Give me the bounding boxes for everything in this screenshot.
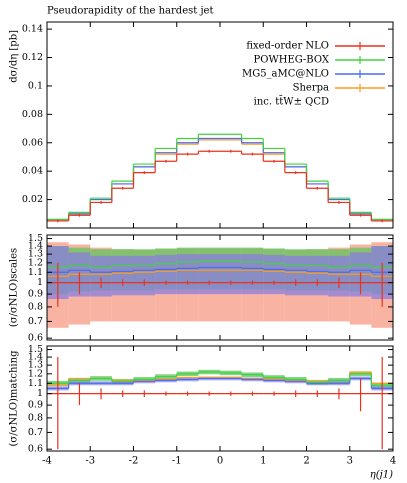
band	[328, 255, 350, 297]
x-axis-label: η(j1)	[370, 470, 393, 481]
legend-label: MG5_aMC@NLO	[242, 69, 329, 80]
y-tick-label: 0.6	[28, 333, 43, 344]
x-tick-label: -1	[172, 456, 182, 467]
y-tick-label: 0.9	[28, 400, 43, 411]
y-tick-label: 0.08	[22, 109, 43, 120]
y-tick-label: 0.7	[28, 427, 43, 438]
x-tick-label: -2	[129, 456, 139, 467]
y-tick-label: 0.1	[28, 80, 43, 91]
y-tick-label: 0.8	[28, 301, 43, 312]
y-tick-label: 1.3	[28, 249, 43, 260]
frame	[46, 345, 394, 452]
band	[133, 255, 156, 296]
chart-title: Pseudorapidity of the hardest jet	[47, 6, 213, 17]
x-tick-label: 4	[390, 456, 396, 467]
legend-label: POWHEG-BOX	[254, 55, 330, 66]
y-tick-label: 1.4	[28, 352, 43, 363]
legend-note: inc. tt̄W± QCD	[254, 95, 329, 107]
y-tick-label: 1.5	[28, 233, 43, 244]
plot-area	[47, 133, 393, 223]
y-tick-label: 0.9	[28, 289, 43, 300]
plot-area	[47, 357, 393, 450]
band	[263, 254, 285, 295]
band	[284, 255, 307, 296]
x-tick-label: 1	[260, 456, 266, 467]
x-tick-label: -3	[85, 456, 95, 467]
y-axis-label: dσ/dη [pb]	[9, 30, 20, 83]
y-tick-label: 0.8	[28, 412, 43, 423]
plot-area	[47, 242, 393, 328]
band	[241, 254, 264, 295]
y-tick-label: 0.04	[22, 166, 43, 177]
legend-label: fixed-order NLO	[246, 41, 329, 52]
y-tick-label: 1	[37, 277, 43, 288]
frame	[46, 21, 394, 229]
y-axis-label: (σ/σNLO)matching	[9, 350, 20, 447]
y-tick-label: 0.06	[22, 137, 43, 148]
y-tick-label: 0.14	[22, 24, 43, 35]
legend-label: Sherpa	[293, 83, 329, 94]
y-axis-label: (σ/σNLO)scales	[9, 248, 20, 327]
band	[90, 255, 112, 297]
y-tick-label: 0.6	[28, 444, 43, 455]
band	[306, 255, 329, 296]
y-tick-label: 0.12	[22, 52, 43, 63]
y-tick-label: 1.2	[28, 368, 43, 379]
x-tick-label: 2	[303, 456, 309, 467]
band	[220, 254, 242, 295]
x-tick-label: 3	[347, 456, 353, 467]
y-tick-label: 1.2	[28, 257, 43, 268]
band	[198, 254, 220, 295]
y-tick-label: 1.4	[28, 241, 43, 252]
band	[176, 254, 199, 295]
band	[111, 255, 134, 296]
y-tick-label: 0.7	[28, 316, 43, 327]
y-tick-label: 1.5	[28, 344, 43, 355]
y-tick-label: 1	[37, 388, 43, 399]
band	[155, 254, 177, 295]
y-tick-label: 1.1	[28, 378, 43, 389]
x-tick-label: 0	[217, 456, 223, 467]
y-tick-label: 1.1	[28, 267, 43, 278]
y-tick-label: 1.3	[28, 360, 43, 371]
y-tick-label: 0.02	[22, 194, 43, 205]
x-tick-label: -4	[42, 456, 52, 467]
